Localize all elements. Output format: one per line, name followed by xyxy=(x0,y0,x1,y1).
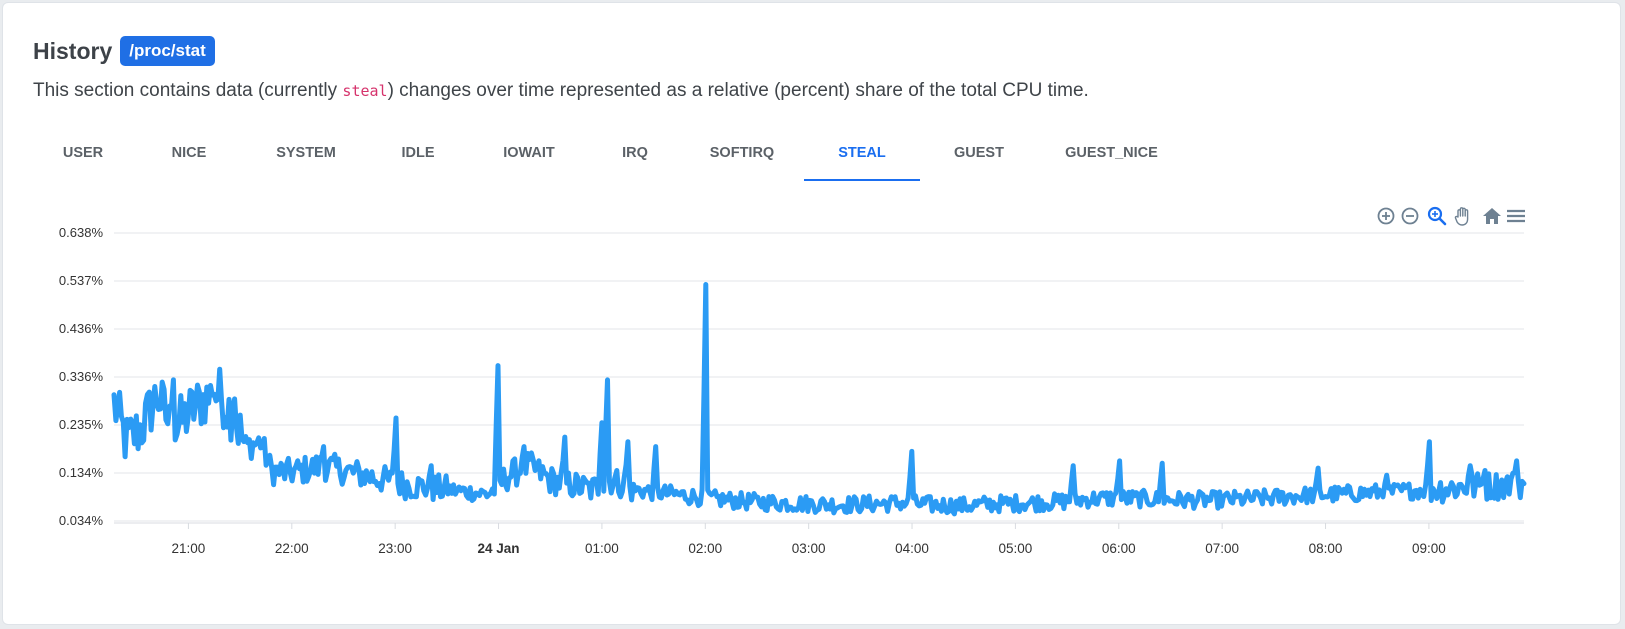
tab-idle[interactable]: IDLE xyxy=(401,145,435,161)
tab-irq[interactable]: IRQ xyxy=(622,145,648,161)
tab-nice[interactable]: NICE xyxy=(171,145,207,161)
section-description: This section contains data (currently st… xyxy=(33,80,1089,102)
steal-series-line xyxy=(111,282,1527,517)
y-tick-label: 0.235% xyxy=(59,417,104,432)
selection-zoom-icon[interactable] xyxy=(1426,205,1448,227)
tab-guest-nice[interactable]: GUEST_NICE xyxy=(1065,145,1158,161)
current-metric-code: steal xyxy=(342,82,388,100)
x-tick-label: 04:00 xyxy=(895,541,929,556)
x-tick-label: 03:00 xyxy=(792,541,826,556)
x-tick-label: 02:00 xyxy=(688,541,722,556)
x-tick-label: 21:00 xyxy=(172,541,206,556)
y-tick-label: 0.034% xyxy=(59,513,104,528)
x-tick-label: 08:00 xyxy=(1309,541,1343,556)
y-tick-label: 0.336% xyxy=(59,369,104,384)
tab-guest[interactable]: GUEST xyxy=(954,145,1004,161)
x-tick-label: 09:00 xyxy=(1412,541,1446,556)
y-tick-label: 0.537% xyxy=(59,273,104,288)
home-reset-icon[interactable] xyxy=(1481,205,1503,227)
x-tick-label: 24 Jan xyxy=(478,541,520,556)
metric-tabs: USER NICE SYSTEM IDLE IOWAIT IRQ SOFTIRQ STEAL G… xyxy=(33,131,1233,181)
tab-iowait[interactable]: IOWAIT xyxy=(503,145,555,161)
x-tick-label: 07:00 xyxy=(1205,541,1239,556)
tab-user[interactable]: USER xyxy=(62,145,104,161)
zoom-in-icon[interactable] xyxy=(1375,205,1397,227)
section-title: History xyxy=(33,37,113,64)
y-tick-label: 0.638% xyxy=(59,225,104,240)
x-tick-label: 22:00 xyxy=(275,541,309,556)
description-suffix: ) changes over time represented as a rel… xyxy=(387,80,1089,101)
x-tick-label: 05:00 xyxy=(999,541,1033,556)
section-header: History /proc/stat xyxy=(33,36,215,66)
pan-hand-icon[interactable] xyxy=(1452,205,1474,227)
y-tick-label: 0.436% xyxy=(59,321,104,336)
x-tick-label: 23:00 xyxy=(378,541,412,556)
steal-history-chart: 0.638% 0.537% 0.436% 0.336% 0.235% 0.134% 0.03… xyxy=(59,225,1527,556)
tab-steal[interactable]: STEAL xyxy=(804,131,920,181)
source-badge: /proc/stat xyxy=(120,36,215,66)
description-prefix: This section contains data (currently xyxy=(33,80,343,101)
tab-softirq[interactable]: SOFTIRQ xyxy=(709,145,775,161)
menu-icon[interactable] xyxy=(1505,205,1527,227)
tab-system[interactable]: SYSTEM xyxy=(276,145,336,161)
zoom-out-icon[interactable] xyxy=(1399,205,1421,227)
y-tick-label: 0.134% xyxy=(59,465,104,480)
x-tick-label: 06:00 xyxy=(1102,541,1136,556)
x-tick-label: 01:00 xyxy=(585,541,619,556)
